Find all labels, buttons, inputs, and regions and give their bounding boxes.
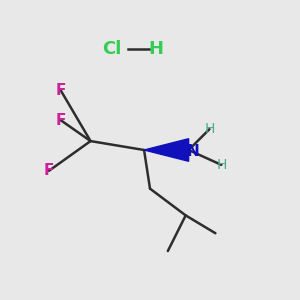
Text: H: H: [216, 158, 226, 172]
Text: F: F: [56, 113, 66, 128]
Text: H: H: [148, 40, 164, 58]
Text: F: F: [44, 163, 54, 178]
Text: H: H: [204, 122, 214, 136]
Text: F: F: [56, 83, 66, 98]
Polygon shape: [144, 139, 189, 161]
Text: Cl: Cl: [102, 40, 121, 58]
Text: N: N: [187, 144, 200, 159]
